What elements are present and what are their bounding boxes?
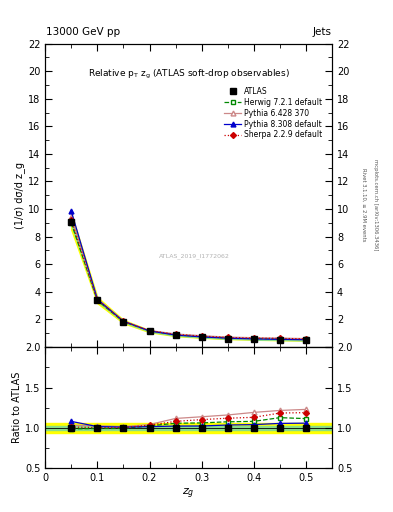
Y-axis label: (1/σ) dσ/d z_g: (1/σ) dσ/d z_g	[14, 162, 25, 229]
Legend: ATLAS, Herwig 7.2.1 default, Pythia 6.428 370, Pythia 8.308 default, Sherpa 2.2.: ATLAS, Herwig 7.2.1 default, Pythia 6.42…	[221, 84, 325, 142]
Text: 13000 GeV pp: 13000 GeV pp	[46, 27, 121, 37]
Bar	[45, 426, 332, 430]
Text: Rivet 3.1.10, ≥ 2.9M events: Rivet 3.1.10, ≥ 2.9M events	[361, 168, 366, 242]
Text: mcplots.cern.ch [arXiv:1306.3436]: mcplots.cern.ch [arXiv:1306.3436]	[373, 159, 378, 250]
X-axis label: $z_g$: $z_g$	[182, 486, 195, 501]
Text: ATLAS_2019_I1772062: ATLAS_2019_I1772062	[159, 253, 230, 259]
Y-axis label: Ratio to ATLAS: Ratio to ATLAS	[12, 372, 22, 443]
Bar	[45, 423, 332, 433]
Text: Relative $\mathregular{p_T}$ $\mathregular{z_g}$ (ATLAS soft-drop observables): Relative $\mathregular{p_T}$ $\mathregul…	[88, 68, 290, 81]
Text: Jets: Jets	[312, 27, 331, 37]
